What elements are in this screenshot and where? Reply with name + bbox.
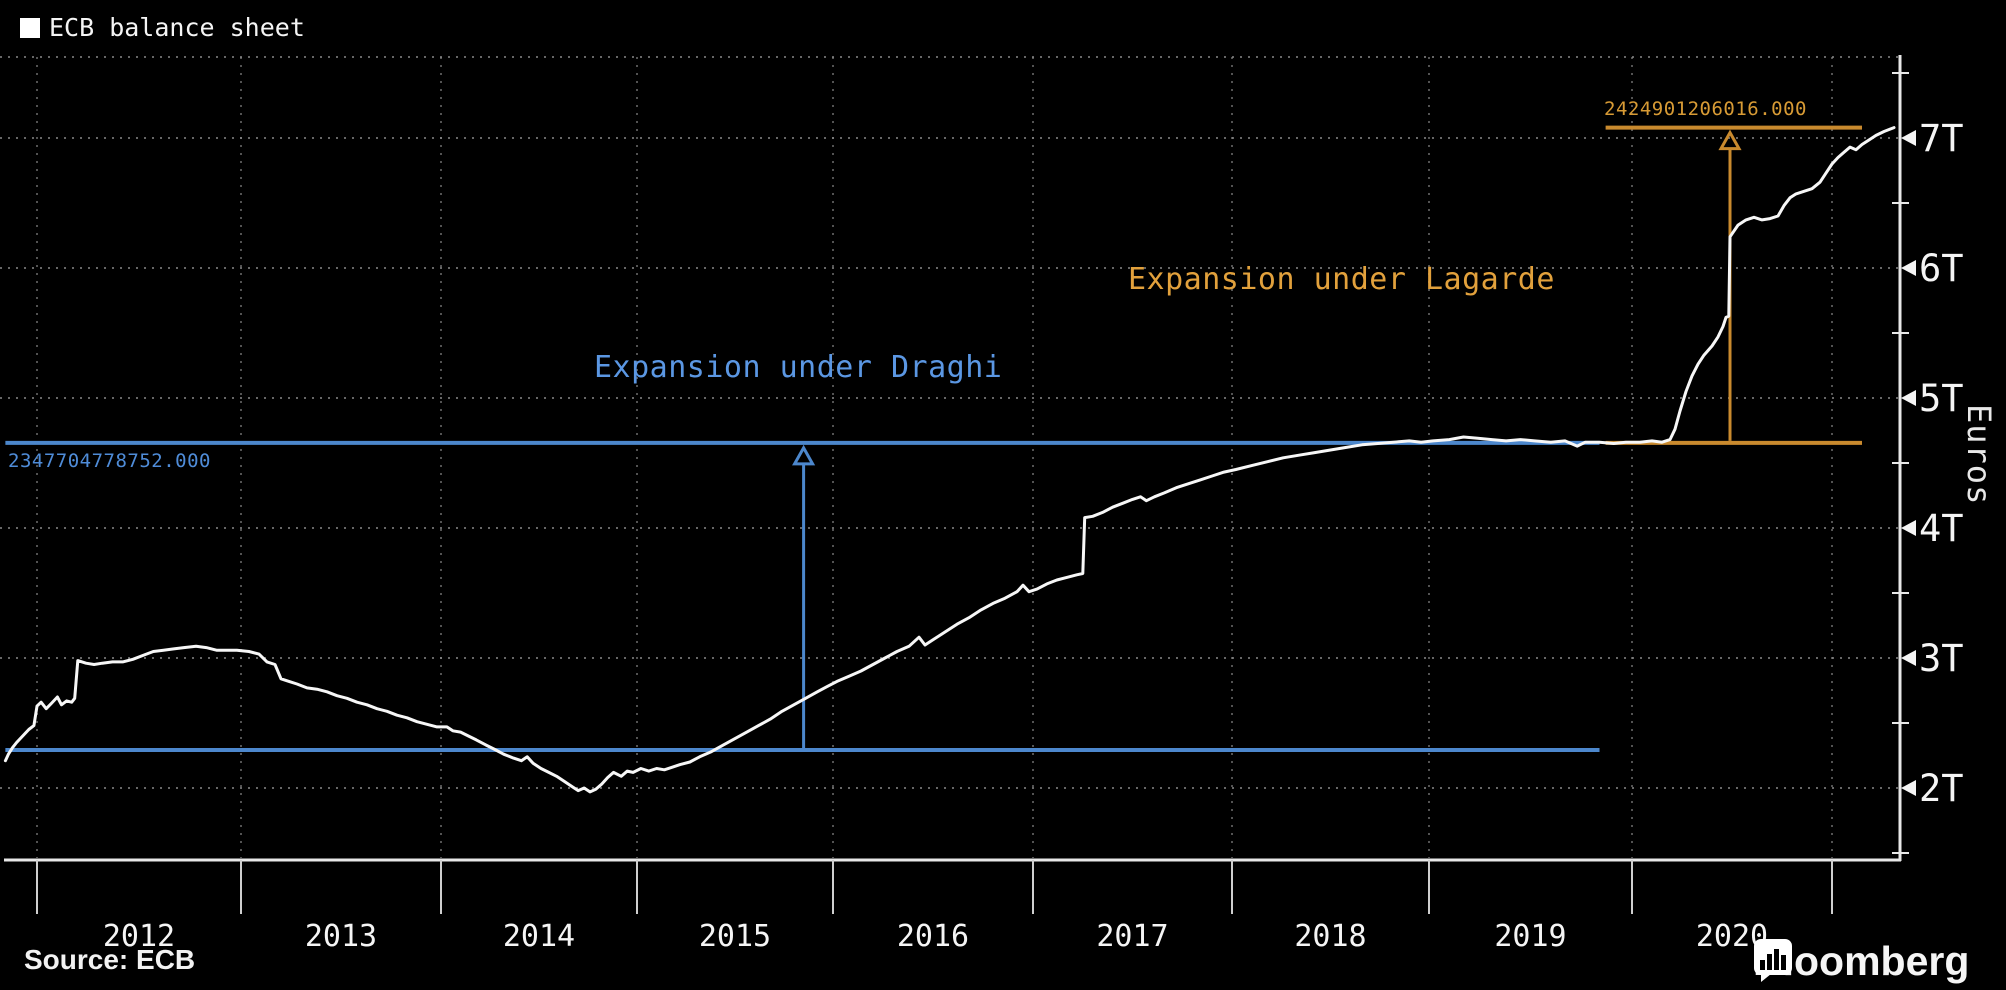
y-tick-arrow-icon [1901,130,1916,146]
legend-label: ECB balance sheet [49,13,305,42]
annotation-lagarde: Expansion under Lagarde [1128,262,1555,297]
x-tick-label: 2015 [699,919,771,954]
y-tick-arrow-icon [1901,650,1916,666]
y-tick-label: 3T [1919,637,1964,680]
measure-value-draghi: 2347704778752.000 [8,450,211,472]
y-tick-arrow-icon [1901,390,1916,406]
y-axis-unit-label: Euros [1960,404,1998,506]
legend: ECB balance sheet [20,13,305,42]
y-tick-arrow-icon [1901,520,1916,536]
annotation-draghi: Expansion under Draghi [594,350,1003,385]
bloomberg-logo-icon [1754,939,1792,982]
x-tick-label: 2018 [1294,919,1366,954]
y-tick-label: 5T [1919,377,1964,420]
measure-value-lagarde: 2424901206016.000 [1604,98,1807,120]
bloomberg-wordmark: Bloomberg [1753,938,1969,985]
legend-swatch-icon [20,17,40,38]
y-tick-arrow-icon [1901,260,1916,276]
measure-arrowhead-lagarde [1718,129,1742,151]
x-tick-label: 2014 [503,919,575,954]
x-tick-label: 2019 [1494,919,1566,954]
series-ecb-balance-sheet [3,126,1896,794]
y-tick-label: 2T [1919,767,1964,810]
x-tick-label: 2012 [103,919,175,954]
y-tick-label: 6T [1919,247,1964,290]
measure-arrowhead-draghi [792,444,816,466]
y-tick-arrow-icon [1901,780,1916,796]
y-tick-label: 7T [1919,117,1964,160]
x-tick-label: 2016 [897,919,969,954]
source-label: Source: ECB [24,944,196,975]
x-tick-label: 2013 [305,919,377,954]
y-tick-label: 4T [1919,507,1964,550]
x-tick-label: 2017 [1096,919,1168,954]
